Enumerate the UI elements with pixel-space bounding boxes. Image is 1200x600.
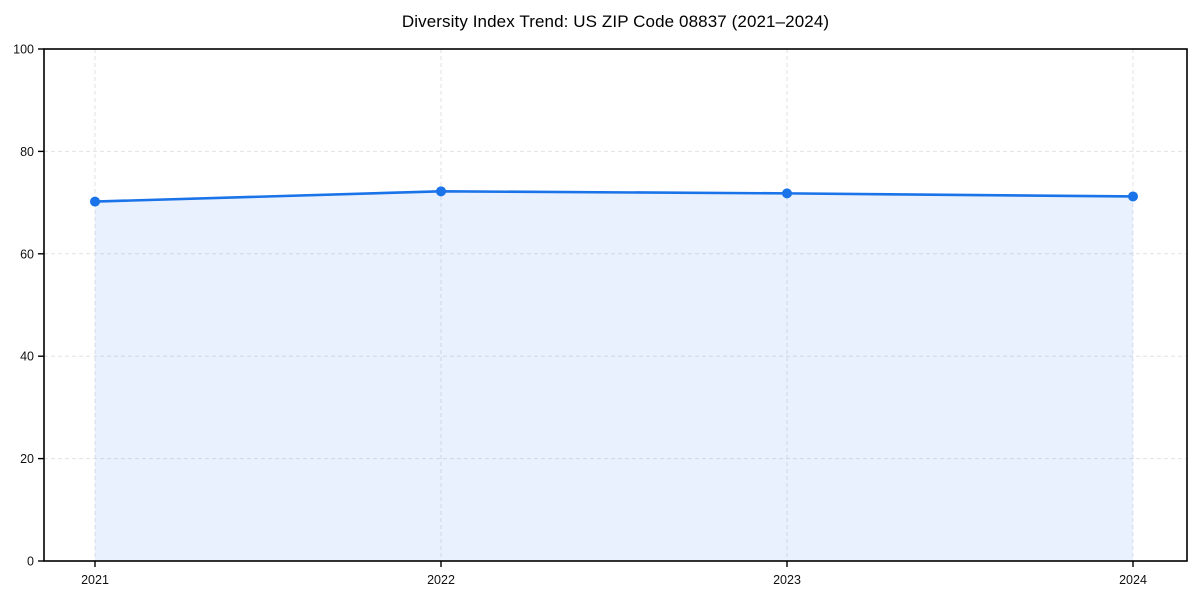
trend-line <box>93 190 1135 203</box>
x-tick-label-2022: 2022 <box>427 573 455 587</box>
x-tick-label-2024: 2024 <box>1119 573 1147 587</box>
data-point-2024 <box>1128 191 1138 202</box>
y-tick-label-100: 100 <box>13 43 34 57</box>
data-point-2022 <box>436 186 446 197</box>
y-tick-label-0: 0 <box>27 555 34 569</box>
axis-frame <box>43 48 1188 562</box>
y-tick-label-20: 20 <box>20 452 34 466</box>
y-tick-label-40: 40 <box>20 350 34 364</box>
data-point-2021 <box>90 196 100 207</box>
y-tick-label-80: 80 <box>20 145 34 159</box>
y-tick-label-60: 60 <box>20 247 34 261</box>
area-fill <box>95 191 1133 561</box>
chart-title: Diversity Index Trend: US ZIP Code 08837… <box>401 12 830 31</box>
x-tick-label-2021: 2021 <box>81 573 109 587</box>
x-tick-label-2023: 2023 <box>773 573 801 587</box>
data-point-2023 <box>782 188 792 199</box>
